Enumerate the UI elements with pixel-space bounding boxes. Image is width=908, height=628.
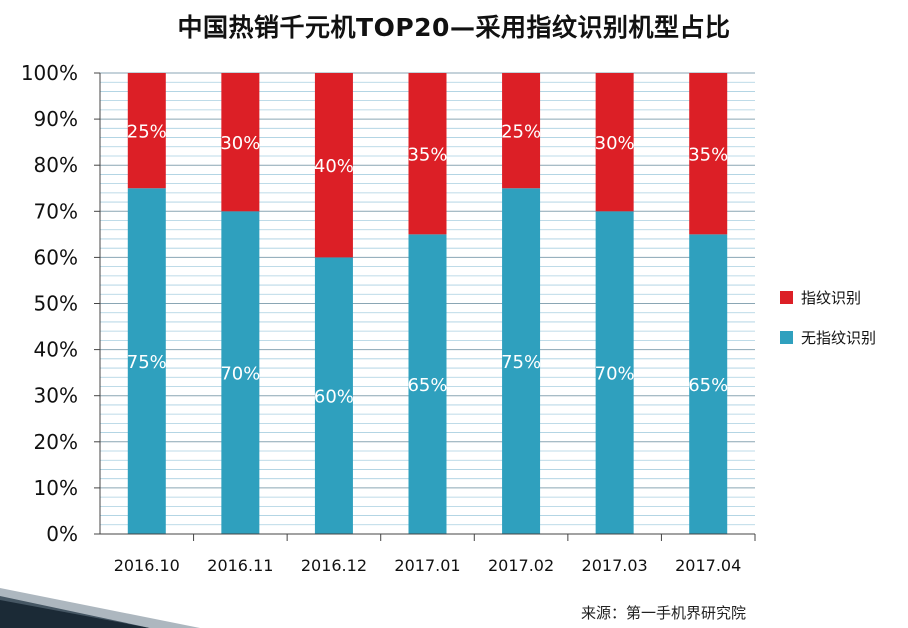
data-label: 75% <box>127 352 167 373</box>
bar-no-fingerprint <box>595 211 634 535</box>
legend-label: 指纹识别 <box>801 289 861 307</box>
bar-no-fingerprint <box>127 188 166 534</box>
x-tick-label: 2017.03 <box>582 556 648 575</box>
data-label: 70% <box>220 364 260 385</box>
y-tick-label: 0% <box>46 522 78 546</box>
bar-no-fingerprint <box>314 257 353 534</box>
data-label: 25% <box>501 122 541 143</box>
axes: 0% 10% 20% 30% 40% 50% 60% 70% 80% 90% 100% 2016.10… <box>21 61 756 575</box>
legend-swatch <box>780 291 793 304</box>
x-tick-label: 2016.11 <box>207 556 273 575</box>
data-label: 65% <box>688 375 728 396</box>
y-tick-label: 100% <box>21 61 78 85</box>
data-label: 75% <box>501 352 541 373</box>
data-label: 25% <box>127 122 167 143</box>
bar-no-fingerprint <box>502 188 541 534</box>
data-label: 60% <box>314 387 354 408</box>
legend-swatch <box>780 331 793 344</box>
bar-fingerprint <box>127 73 166 189</box>
y-tick-label: 40% <box>34 338 78 362</box>
y-tick-label: 60% <box>34 245 78 269</box>
bar-fingerprint <box>595 73 634 212</box>
bar-no-fingerprint <box>689 234 728 534</box>
legend-label: 无指纹识别 <box>801 329 876 347</box>
bar-fingerprint <box>314 73 353 258</box>
data-label: 30% <box>220 133 260 154</box>
source-note: 来源：第一手机界研究院 <box>580 604 746 622</box>
bar-fingerprint <box>502 73 541 189</box>
bar-fingerprint <box>689 73 728 235</box>
bar-no-fingerprint <box>408 234 447 534</box>
y-tick-label: 30% <box>34 384 78 408</box>
chart-title: 中国热销千元机TOP20—采用指纹识别机型占比 <box>177 13 731 42</box>
y-tick-label: 50% <box>34 292 78 316</box>
bars: 75% 25% 70% 30% 60% 40% 65% 35% 75% 25% 70% 30% 65% 3… <box>127 73 728 535</box>
x-tick-label: 2017.01 <box>394 556 460 575</box>
x-tick-label: 2016.12 <box>301 556 367 575</box>
bar-no-fingerprint <box>221 211 260 535</box>
x-tick-label: 2016.10 <box>114 556 180 575</box>
data-label: 65% <box>407 375 447 396</box>
corner-decoration <box>0 588 200 628</box>
data-label: 30% <box>595 133 635 154</box>
x-tick-label: 2017.02 <box>488 556 554 575</box>
data-label: 40% <box>314 156 354 177</box>
y-tick-label: 20% <box>34 430 78 454</box>
y-tick-label: 10% <box>34 476 78 500</box>
y-tick-label: 70% <box>34 199 78 223</box>
bar-fingerprint <box>221 73 260 212</box>
data-label: 35% <box>407 145 447 166</box>
data-label: 35% <box>688 145 728 166</box>
data-label: 70% <box>595 364 635 385</box>
bar-fingerprint <box>408 73 447 235</box>
y-tick-label: 80% <box>34 153 78 177</box>
x-tick-label: 2017.04 <box>675 556 741 575</box>
y-tick-label: 90% <box>34 107 78 131</box>
